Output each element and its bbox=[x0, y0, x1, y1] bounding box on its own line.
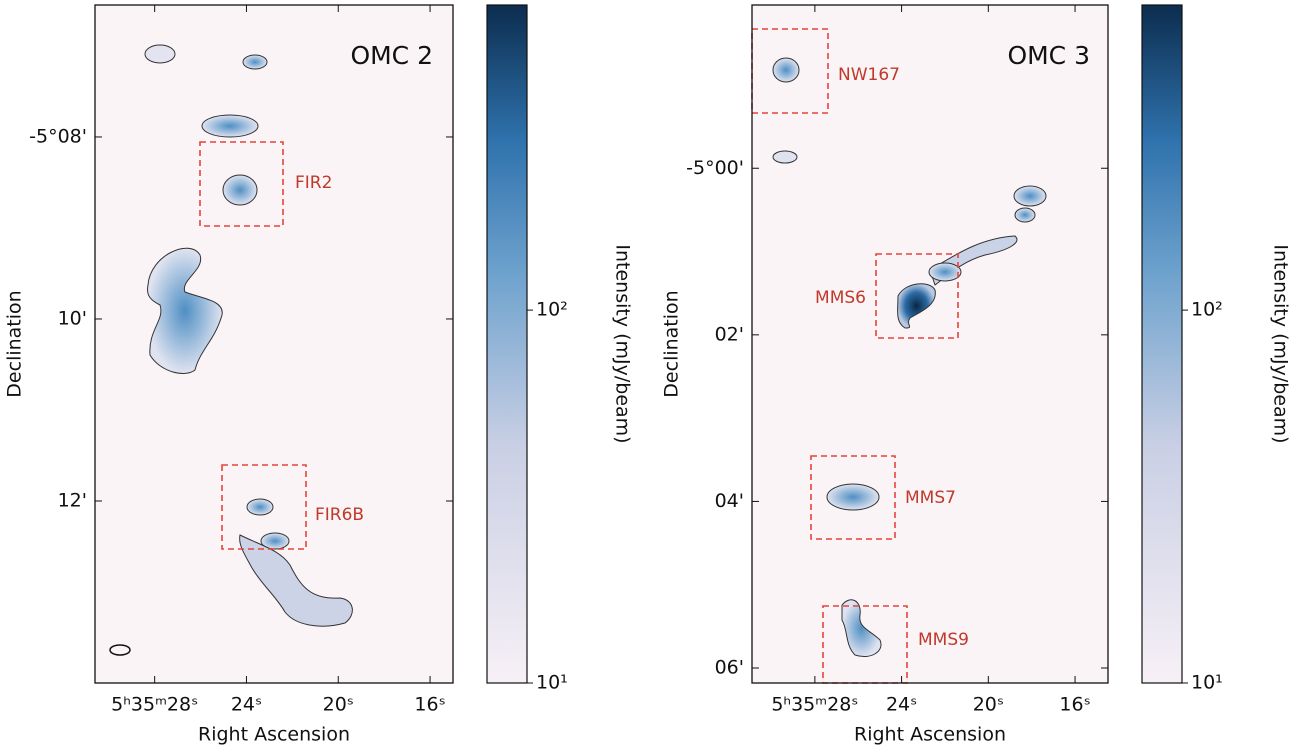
x-tick-label: 16ˢ bbox=[1059, 694, 1090, 716]
x-tick-label: 5ʰ35ᵐ28ˢ bbox=[771, 694, 858, 716]
map-omc2: FIR2 FIR6B bbox=[95, 5, 453, 683]
y-tick-label: 06' bbox=[715, 657, 744, 679]
x-tick-label: 16ˢ bbox=[414, 694, 445, 716]
colorbar-tick-label: 10¹ bbox=[1191, 672, 1223, 694]
panel-title: OMC 3 bbox=[1007, 41, 1090, 70]
x-axis-label: Right Ascension bbox=[198, 724, 350, 746]
y-tick-label: -5°00' bbox=[686, 157, 744, 179]
y-tick-label: 12' bbox=[58, 489, 87, 511]
y-axis-label: Declination bbox=[661, 290, 683, 397]
map-omc3: NW167 MMS6 MMS7 MMS9 bbox=[751, 5, 1108, 684]
region-label: NW167 bbox=[838, 65, 900, 85]
panel-title: OMC 2 bbox=[350, 41, 433, 70]
x-tick-label: 24ˢ bbox=[231, 694, 262, 716]
colorbar bbox=[486, 4, 528, 684]
colorbar-label: Intensity (mJy/beam) bbox=[1270, 244, 1292, 443]
x-tick-label: 5ʰ35ᵐ28ˢ bbox=[111, 694, 198, 716]
y-tick-label: 10' bbox=[58, 307, 87, 329]
x-tick-label: 20ˢ bbox=[323, 694, 354, 716]
region-label: FIR6B bbox=[315, 505, 364, 525]
y-tick-label: 02' bbox=[715, 323, 744, 345]
region-label: MMS9 bbox=[918, 630, 969, 650]
x-tick-label: 20ˢ bbox=[973, 694, 1004, 716]
y-axis-label: Declination bbox=[4, 290, 26, 397]
x-axis-label: Right Ascension bbox=[854, 724, 1006, 746]
colorbar bbox=[1141, 4, 1183, 684]
y-tick-label: 04' bbox=[715, 490, 744, 512]
y-tick-label: -5°08' bbox=[29, 125, 87, 147]
region-label: MMS7 bbox=[905, 488, 956, 508]
region-label: FIR2 bbox=[295, 173, 332, 193]
colorbar-label: Intensity (mJy/beam) bbox=[612, 244, 634, 443]
axes-frame bbox=[751, 4, 1109, 684]
x-tick-label: 24ˢ bbox=[886, 694, 917, 716]
axes-frame bbox=[94, 4, 454, 684]
colorbar-tick-label: 10² bbox=[1191, 299, 1223, 321]
region-label: MMS6 bbox=[815, 288, 866, 308]
colorbar-tick-label: 10¹ bbox=[536, 672, 568, 694]
colorbar-tick-label: 10² bbox=[536, 299, 568, 321]
